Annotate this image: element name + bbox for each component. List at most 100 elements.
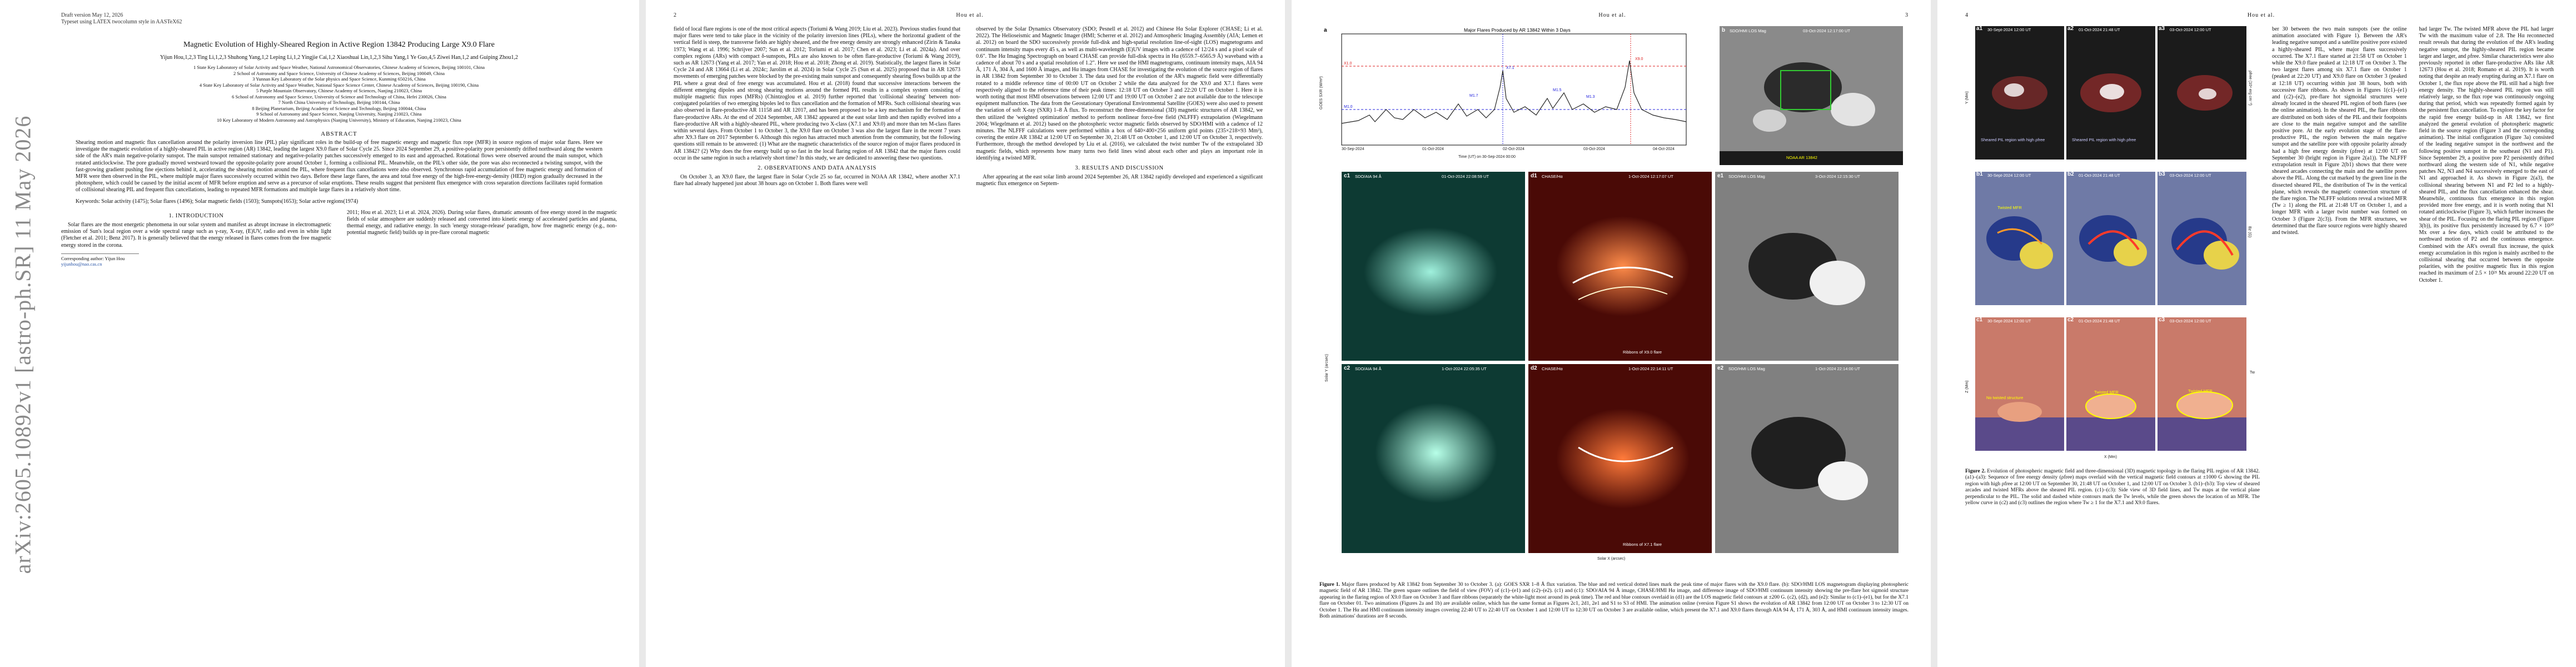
colorbar-label: ρfree (10⁴ erg cm⁻³)	[2248, 71, 2252, 106]
caption-head: Figure 2.	[1965, 469, 1986, 474]
column-left: field of local flare regions is one of t…	[674, 26, 960, 190]
page-4: 4 Hou et al. a1 30-Sept-2024 12:00 UT Sh…	[1937, 0, 2576, 667]
panel-label: e1	[1717, 173, 1724, 179]
affiliation: 2 School of Astronomy and Space Science,…	[233, 70, 445, 76]
panel-d2-halpha: d2 CHASE/Hα 1-Oct-2024 22:14:11 UT Ribbo…	[1528, 364, 1712, 553]
page-3: Hou et al. 3 a Major Flares Produced by …	[1292, 0, 1931, 667]
panel-label: a1	[1976, 26, 1983, 32]
magnetogram-image	[1720, 26, 1903, 165]
page-number: 3	[1905, 12, 1909, 18]
field-line-top-view	[2079, 215, 2147, 266]
panel-label: d2	[1531, 365, 1537, 371]
panel-label: c1	[1344, 173, 1351, 179]
page-header: 2 Hou et al.	[674, 12, 1263, 18]
page-number: 4	[1965, 12, 1969, 18]
class-label: M1.0	[1344, 105, 1353, 109]
panel-note: Sheared PIL region with high ρfree	[1981, 137, 2045, 142]
panel-instrument: SDO/HMI LOS Mag	[1730, 28, 1766, 33]
panel-note: Twisted MFR	[1997, 205, 2022, 210]
panel-b-magnetogram: b SDO/HMI LOS Mag 03-Oct-2024 12:17:00 U…	[1720, 26, 1903, 165]
x-tick: 02-Oct-2024	[1503, 147, 1524, 151]
figure-2-column: a1 30-Sept-2024 12:00 UT Sheared PIL reg…	[1965, 26, 2260, 506]
panel-time: 30-Sept-2024 12:00 UT	[1987, 27, 2031, 32]
abstract-heading: ABSTRACT	[321, 131, 357, 137]
panel-instrument: SDO/HMI LOS Mag	[1728, 366, 1765, 371]
panel-time: 01-Oct-2024 21:48 UT	[2079, 173, 2120, 178]
panel-time: 1-Oct-2024 22:14:11 UT	[1628, 366, 1673, 371]
affiliation: 1 State Key Laboratory of Solar Activity…	[193, 64, 485, 70]
corr-label: Corresponding author: Yijun Hou	[61, 255, 125, 261]
panel-time: 3-Oct-2024 12:15:30 UT	[1815, 174, 1860, 179]
panel-a3: a3 03-Oct-2024 12:00 UT	[2158, 26, 2246, 160]
panel-label: c3	[2159, 317, 2165, 323]
panel-b3: b3 03-Oct-2024 12:00 UT	[2158, 172, 2246, 305]
flare-label: M1.3	[1586, 95, 1595, 99]
panel-a2: a2 01-Oct-2024 21:48 UT Sheared PIL regi…	[2066, 26, 2155, 160]
panel-instrument: CHASE/Hα	[1542, 174, 1563, 179]
body-columns: field of local flare regions is one of t…	[674, 26, 1263, 190]
class-label: X1.0	[1344, 62, 1352, 66]
panel-b2: b2 01-Oct-2024 21:48 UT	[2066, 172, 2155, 305]
x-axis-label: Solar X (arcsec)	[1597, 557, 1626, 561]
affiliation: 5 Purple Mountain Observatory, Chinese A…	[256, 88, 422, 93]
running-head: Hou et al.	[956, 12, 984, 18]
page-header: 4 Hou et al.	[1965, 12, 2554, 18]
affiliation: 9 School of Astronomy and Space Science,…	[256, 111, 422, 117]
paper-title: Magnetic Evolution of Highly-Sheared Reg…	[183, 41, 495, 49]
panel-label: a2	[2067, 26, 2074, 32]
running-head: Hou et al.	[1598, 12, 1626, 18]
body-columns: 1. INTRODUCTION Solar flares are the mos…	[61, 210, 617, 267]
paragraph: ber 30 between the two main sunspots (se…	[2272, 26, 2407, 236]
panel-time: 03-Oct-2024 12:00 UT	[2170, 318, 2211, 323]
column-middle: ber 30 between the two main sunspots (se…	[2272, 26, 2407, 506]
panel-c2: c2 01-Oct-2024 21:48 UT Twisted MFR	[2066, 317, 2155, 451]
paragraph: field of local flare regions is one of t…	[674, 26, 960, 161]
corresponding-author: Corresponding author: Yijun Hou yijunhou…	[61, 253, 139, 267]
caption-text: Evolution of photospheric magnetic field…	[1965, 469, 2260, 506]
column-right: observed by the Solar Dynamics Observato…	[976, 26, 1263, 190]
x-axis-label: X (Mm)	[2104, 455, 2117, 459]
panel-label: c2	[1344, 365, 1351, 371]
panel-time: 1-Oct-2024 22:05:35 UT	[1442, 366, 1487, 371]
panel-note: Twisted MFR	[2094, 390, 2119, 395]
twist-map	[2158, 391, 2246, 451]
panel-label: a	[1324, 27, 1327, 33]
panel-note: Twisted MFR	[2188, 389, 2213, 394]
x-tick: 04-Oct-2024	[1653, 147, 1675, 151]
x-tick: 30-Sep-2024	[1342, 147, 1364, 151]
twist-map	[2066, 394, 2155, 451]
figure-2-caption: Figure 2. Evolution of photospheric magn…	[1965, 469, 2260, 506]
panel-label: c1	[1976, 317, 1983, 323]
page-1: arXiv:2605.10892v1 [astro-ph.SR] 11 May …	[0, 0, 639, 667]
y-axis-label: GOES SXR (W/m²)	[1319, 76, 1323, 109]
panel-label: b	[1722, 27, 1726, 33]
panel-c1: c1 30-Sept-2024 12:00 UT No twisted stru…	[1975, 317, 2064, 451]
column-right: had larger Tw. The twisted MFR above the…	[2419, 26, 2554, 506]
paragraph: had larger Tw. The twisted MFR above the…	[2419, 26, 2554, 283]
halpha-image	[1556, 409, 1690, 509]
corr-email[interactable]: yijunhou@nao.cas.cn	[61, 261, 102, 267]
panel-time: 1-Oct-2024 12:17:07 UT	[1628, 174, 1673, 179]
field-line-top-view	[1986, 216, 2053, 269]
x-tick: 01-Oct-2024	[1422, 147, 1444, 151]
affiliation: 3 Yunnan Key Laboratory of the Solar phy…	[252, 76, 426, 82]
column-right: 2011; Hou et al. 2023; Li et al. 2024, 2…	[347, 210, 617, 267]
magnetogram-image	[1751, 417, 1868, 500]
page-number: 2	[674, 12, 677, 18]
panel-time: 01-Oct-2024 22:08:59 UT	[1442, 174, 1489, 179]
page-2: 2 Hou et al. field of local flare region…	[646, 0, 1285, 667]
keywords: Keywords: Solar activity (1475); Solar f…	[76, 198, 358, 205]
magnetogram-image	[1748, 233, 1865, 305]
page-4-body: a1 30-Sept-2024 12:00 UT Sheared PIL reg…	[1965, 26, 2554, 506]
panel-e2-magnetogram: e2 SDO/HMI LOS Mag 1-Oct-2024 22:14:00 U…	[1715, 364, 1899, 553]
panel-instrument: SDO/HMI LOS Mag	[1728, 174, 1765, 179]
z-axis-label: Z (Mm)	[1965, 380, 1969, 393]
panel-note: Sheared PIL region with high ρfree	[2072, 137, 2136, 142]
panel-label: b2	[2067, 172, 2074, 177]
section-heading: 2. OBSERVATIONS AND DATA ANALYSIS	[758, 165, 876, 172]
paragraph: observed by the Solar Dynamics Observato…	[976, 26, 1263, 161]
column-left: 1. INTRODUCTION Solar flares are the mos…	[61, 210, 331, 267]
affiliations: 1 State Key Laboratory of Solar Activity…	[61, 64, 617, 123]
y-axis-label: Solar Y (arcsec)	[1325, 354, 1329, 382]
panel-instrument: SDO/AIA 94 Å	[1355, 174, 1382, 179]
